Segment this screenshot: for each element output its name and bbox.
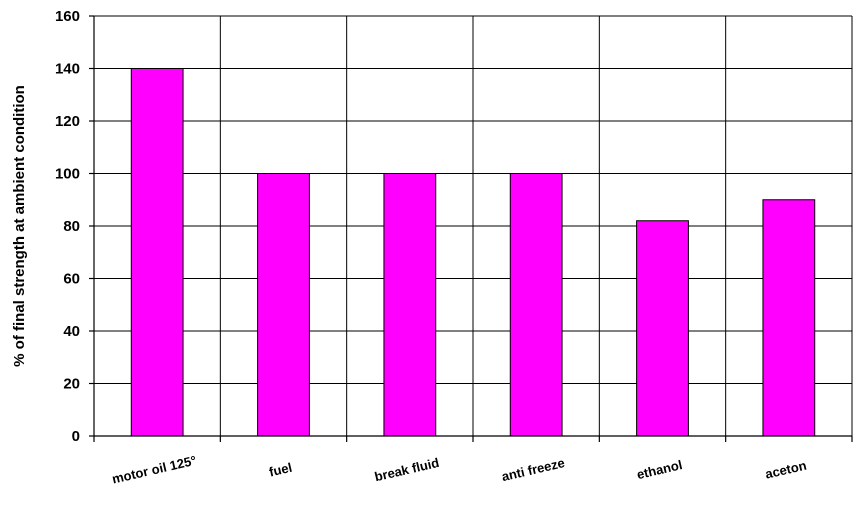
x-category-label: motor oil 125° xyxy=(111,453,198,487)
bar-3 xyxy=(509,173,563,437)
bars xyxy=(130,68,816,437)
bar-1 xyxy=(257,173,310,437)
x-category-label: break fluid xyxy=(373,455,440,484)
axes xyxy=(93,16,852,437)
y-tick-label: 160 xyxy=(55,8,80,25)
bar-2 xyxy=(383,173,437,437)
gridlines xyxy=(89,15,853,442)
y-tick-label: 40 xyxy=(63,323,80,340)
x-category-label: anti freeze xyxy=(500,455,566,484)
y-tick-label: 100 xyxy=(55,166,80,183)
y-tick-label: 60 xyxy=(63,271,80,288)
y-tick-label: 120 xyxy=(55,113,80,130)
y-tick-label: 0 xyxy=(72,428,80,445)
bar-0 xyxy=(130,68,184,437)
y-tick-label: 20 xyxy=(63,376,80,393)
y-axis-title: % of final strength at ambient condition xyxy=(11,85,28,367)
x-category-label: ethanol xyxy=(635,457,683,482)
bar-4 xyxy=(636,220,689,437)
x-category-label: aceton xyxy=(764,458,808,482)
y-tick-labels: 0 20 40 60 80 100 120 140 160 xyxy=(55,8,80,445)
bar-5 xyxy=(762,199,816,437)
y-tick-label: 80 xyxy=(63,218,80,235)
x-category-labels: motor oil 125° fuel break fluid anti freeze… xyxy=(111,453,808,487)
x-category-label: fuel xyxy=(268,460,294,480)
y-tick-label: 140 xyxy=(55,61,80,78)
